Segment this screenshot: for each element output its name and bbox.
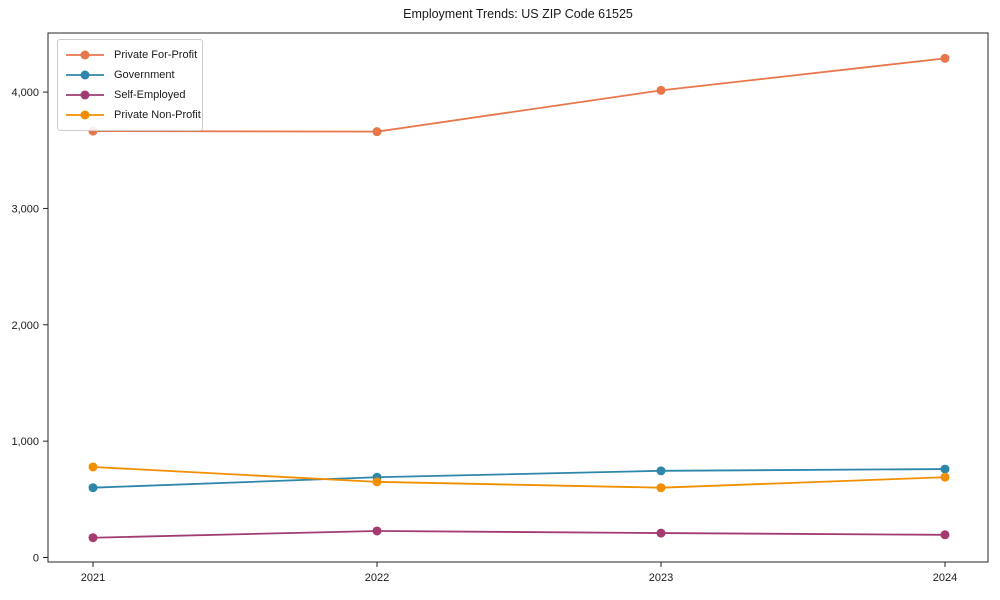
chart-title: Employment Trends: US ZIP Code 61525 xyxy=(403,7,633,21)
x-tick-label: 2024 xyxy=(933,572,957,584)
data-point-marker xyxy=(940,530,950,540)
data-point-marker xyxy=(656,483,666,493)
legend-label: Private For-Profit xyxy=(114,49,198,61)
data-point-marker xyxy=(88,462,98,472)
data-point-marker xyxy=(372,526,382,536)
legend-item: Private Non-Profit xyxy=(65,105,201,125)
legend-line-marker-icon xyxy=(66,50,104,60)
series-line xyxy=(92,57,946,133)
legend-label: Private Non-Profit xyxy=(114,109,201,121)
data-point-marker xyxy=(940,464,950,474)
legend-line-marker-icon xyxy=(66,70,104,80)
legend-line-marker-icon xyxy=(66,110,104,120)
data-point-marker xyxy=(372,127,382,137)
data-point-marker xyxy=(940,53,950,63)
data-point-marker xyxy=(88,483,98,493)
data-point-marker xyxy=(656,528,666,538)
data-point-marker xyxy=(940,472,950,482)
series-line xyxy=(92,530,946,539)
y-tick-label: 4,000 xyxy=(11,87,39,99)
series-line xyxy=(92,468,946,489)
y-tick-label: 3,000 xyxy=(11,203,39,215)
y-tick-label: 0 xyxy=(33,553,39,565)
legend-label: Self-Employed xyxy=(114,89,186,101)
series-line xyxy=(92,466,946,489)
legend-line-marker-icon xyxy=(66,90,104,100)
data-point-marker xyxy=(372,477,382,487)
chart-legend: Private For-Profit Government Self-Employe… xyxy=(57,39,203,131)
x-tick-label: 2022 xyxy=(365,572,389,584)
y-tick-label: 1,000 xyxy=(11,436,39,448)
legend-item: Private For-Profit xyxy=(65,45,198,65)
legend-item: Self-Employed xyxy=(65,85,194,105)
data-point-marker xyxy=(656,466,666,476)
data-point-marker xyxy=(656,85,666,95)
x-tick-label: 2023 xyxy=(649,572,673,584)
y-tick-label: 2,000 xyxy=(11,320,39,332)
axes-frame xyxy=(47,32,989,563)
data-point-marker xyxy=(88,533,98,543)
legend-label: Government xyxy=(114,69,175,81)
x-tick-label: 2021 xyxy=(81,572,105,584)
legend-item: Government xyxy=(65,65,194,85)
